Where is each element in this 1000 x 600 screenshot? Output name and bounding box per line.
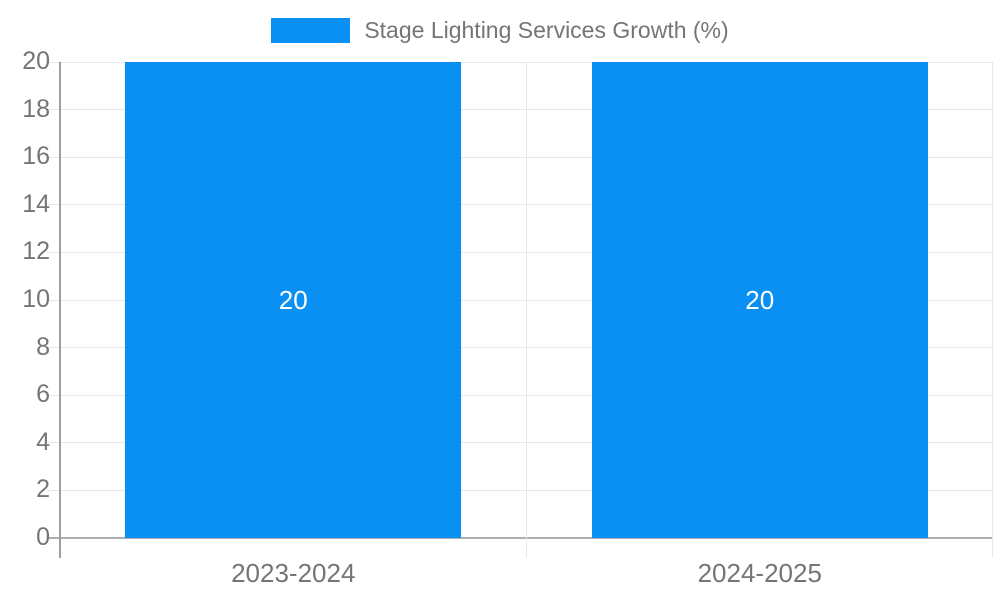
legend-label: Stage Lighting Services Growth (%) (364, 17, 729, 43)
y-tick-label: 6 (36, 380, 50, 409)
x-axis-baseline (47, 537, 993, 539)
y-tick-label: 14 (22, 189, 50, 218)
x-tick-label: 2024-2025 (697, 558, 822, 588)
y-tick-label: 10 (22, 285, 50, 313)
gridline (47, 442, 993, 444)
y-tick-label: 4 (36, 427, 50, 456)
y-tick-label: 2 (36, 475, 50, 504)
y-tick-label: 20 (22, 47, 50, 75)
y-tick-label: 8 (36, 332, 50, 361)
gridline (47, 156, 993, 158)
category-separator-line (526, 62, 527, 558)
y-axis-line (59, 62, 61, 558)
gridline (47, 109, 993, 111)
gridline (47, 61, 993, 63)
bar-2023-2024[interactable] (125, 62, 462, 538)
gridline (47, 251, 993, 253)
plot-right-border (992, 62, 993, 558)
gridline (47, 394, 993, 396)
y-tick-label: 0 (36, 523, 50, 551)
x-tick-label: 2023-2024 (231, 558, 356, 588)
legend-swatch-icon (271, 18, 351, 43)
y-tick-label: 12 (22, 237, 50, 266)
gridline (47, 489, 993, 491)
y-tick-label: 16 (22, 142, 50, 171)
gridline (47, 204, 993, 206)
gridline (47, 347, 993, 349)
legend-item[interactable]: Stage Lighting Services Growth (%) (0, 17, 1000, 44)
gridline (47, 299, 993, 301)
bar-2024-2025[interactable] (591, 62, 928, 538)
y-tick-label: 18 (22, 94, 50, 123)
